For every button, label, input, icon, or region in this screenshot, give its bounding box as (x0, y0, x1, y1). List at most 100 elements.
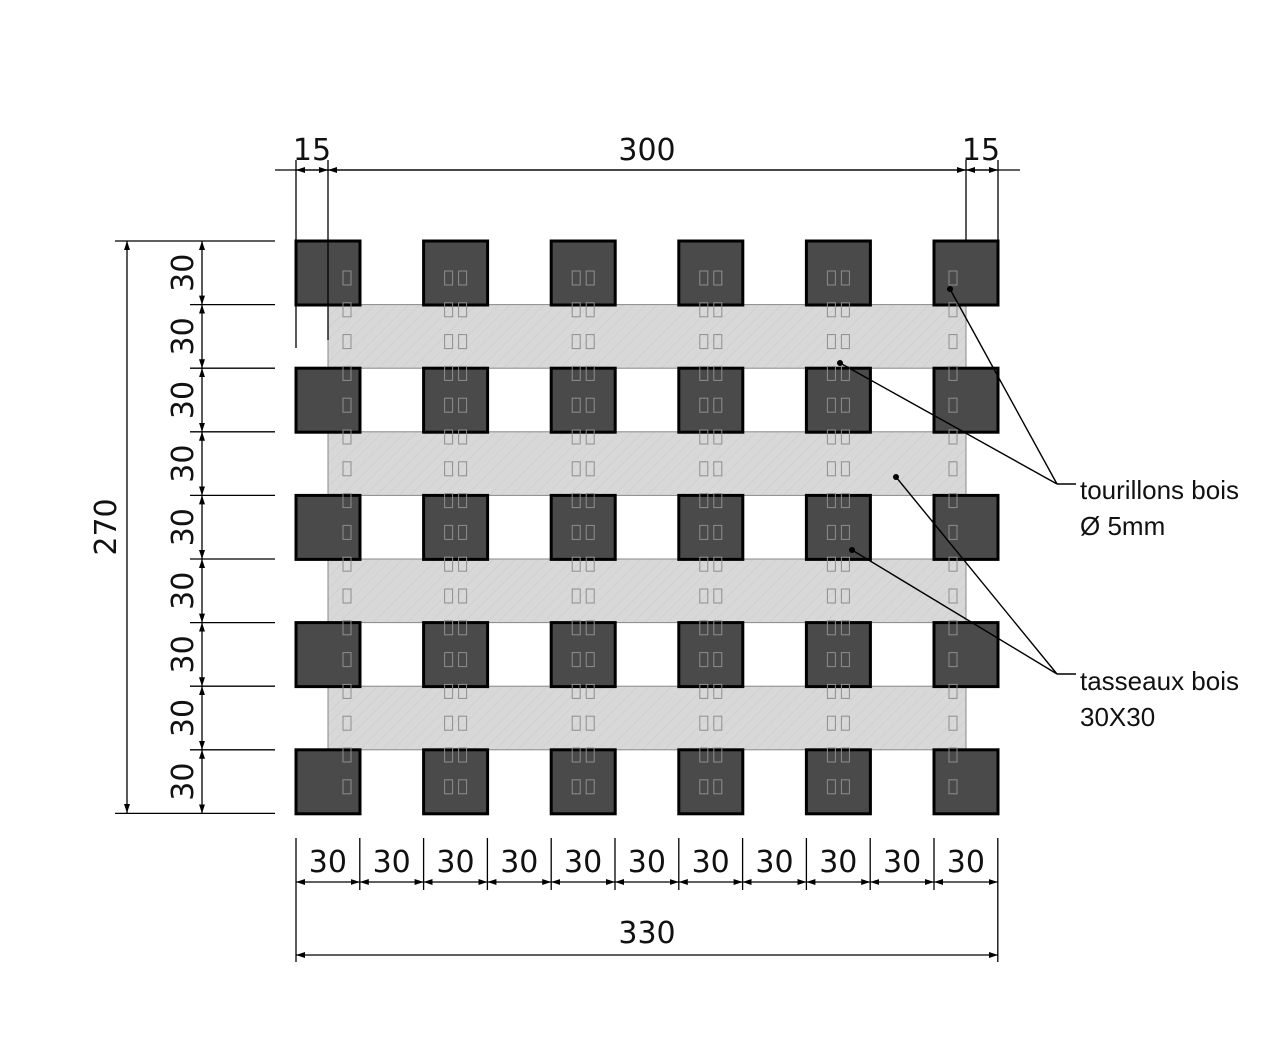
dowel-mark (571, 652, 581, 668)
dowel-mark (713, 302, 723, 318)
dowel-mark (458, 397, 468, 413)
dowel-mark (458, 461, 468, 477)
dowel-mark (948, 683, 958, 699)
dowel-mark (571, 556, 581, 572)
dowel-mark (826, 779, 836, 795)
dowel-mark (444, 524, 454, 540)
dowel-mark (948, 334, 958, 350)
dowel-mark (840, 461, 850, 477)
batten-block (294, 748, 362, 816)
bottom-segment-label: 30 (883, 845, 921, 880)
top-dim-middle-label: 300 (618, 133, 675, 168)
dowel-mark (585, 270, 595, 286)
dowel-mark (948, 493, 958, 509)
dowel-mark (585, 524, 595, 540)
bottom-segment-label: 30 (947, 845, 985, 880)
bottom-total-label: 330 (618, 916, 675, 951)
batten-block (804, 366, 872, 434)
dowel-mark (342, 652, 352, 668)
dowel-mark (948, 429, 958, 445)
dowel-mark (571, 588, 581, 604)
batten-strip (327, 558, 967, 624)
dowel-mark (585, 588, 595, 604)
dowel-mark (948, 747, 958, 763)
dowel-mark (444, 461, 454, 477)
dowel-mark (571, 779, 581, 795)
dowel-mark (699, 302, 709, 318)
dowel-mark (840, 779, 850, 795)
dowel-mark (948, 715, 958, 731)
dowel-mark (342, 747, 352, 763)
bottom-segment-label: 30 (500, 845, 538, 880)
top-dim-left-label: 15 (293, 133, 331, 168)
dowel-mark (948, 620, 958, 636)
batten-block (549, 748, 617, 816)
callout-batten-leader-2 (851, 549, 1058, 675)
dowel-mark (948, 270, 958, 286)
dowel-mark (699, 493, 709, 509)
dowel-mark (699, 652, 709, 668)
batten-block (932, 239, 1000, 307)
dowel-mark (571, 715, 581, 731)
dowel-mark (948, 524, 958, 540)
batten-block (932, 366, 1000, 434)
dowel-mark (826, 747, 836, 763)
batten-block (677, 366, 745, 434)
dowel-mark (458, 524, 468, 540)
dowel-mark (571, 365, 581, 381)
batten-block (804, 239, 872, 307)
dowel-mark (458, 302, 468, 318)
batten-block (549, 493, 617, 561)
dowel-mark (571, 334, 581, 350)
left-segment-label: 30 (166, 254, 201, 292)
dowel-mark (826, 715, 836, 731)
dowel-mark (713, 397, 723, 413)
dowels-group (342, 270, 958, 795)
callout-battens-line1: tasseaux bois (1080, 666, 1239, 696)
batten-block (294, 366, 362, 434)
callout-battens: tasseaux bois 30X30 (849, 474, 1239, 732)
batten-strip (327, 304, 967, 369)
dowel-mark (699, 620, 709, 636)
dowel-mark (699, 715, 709, 731)
dowel-mark (948, 397, 958, 413)
dowel-mark (571, 461, 581, 477)
dowel-mark (713, 334, 723, 350)
batten-block (422, 621, 490, 689)
left-dimensions: 270 30 30 30 30 30 30 30 30 30 (89, 241, 205, 814)
dowel-mark (699, 524, 709, 540)
dowel-mark (826, 620, 836, 636)
dowel-mark (713, 556, 723, 572)
dowel-mark (713, 683, 723, 699)
dowel-mark (585, 747, 595, 763)
dowel-mark (699, 397, 709, 413)
batten-block (549, 239, 617, 307)
left-segment-label: 30 (166, 572, 201, 610)
dowel-mark (342, 588, 352, 604)
dowel-mark (444, 683, 454, 699)
dowel-mark (458, 779, 468, 795)
batten-block (677, 239, 745, 307)
dowel-mark (826, 524, 836, 540)
dowel-mark (458, 556, 468, 572)
dowel-mark (699, 461, 709, 477)
dowel-mark (585, 683, 595, 699)
batten-block (549, 366, 617, 434)
dowel-mark (840, 397, 850, 413)
dowel-mark (826, 365, 836, 381)
bottom-segment-label: 30 (309, 845, 347, 880)
dowel-mark (342, 397, 352, 413)
dowel-mark (585, 429, 595, 445)
dowel-mark (840, 334, 850, 350)
callout-dowel-leader-1 (949, 288, 1058, 485)
callout-dowels-line2: Ø 5mm (1080, 511, 1165, 541)
dowel-mark (840, 747, 850, 763)
dowel-mark (571, 747, 581, 763)
dowel-mark (840, 620, 850, 636)
callout-dowels: tourillons bois Ø 5mm (837, 286, 1239, 541)
dowel-mark (571, 683, 581, 699)
dowel-mark (826, 493, 836, 509)
batten-block (677, 748, 745, 816)
dowel-mark (699, 365, 709, 381)
